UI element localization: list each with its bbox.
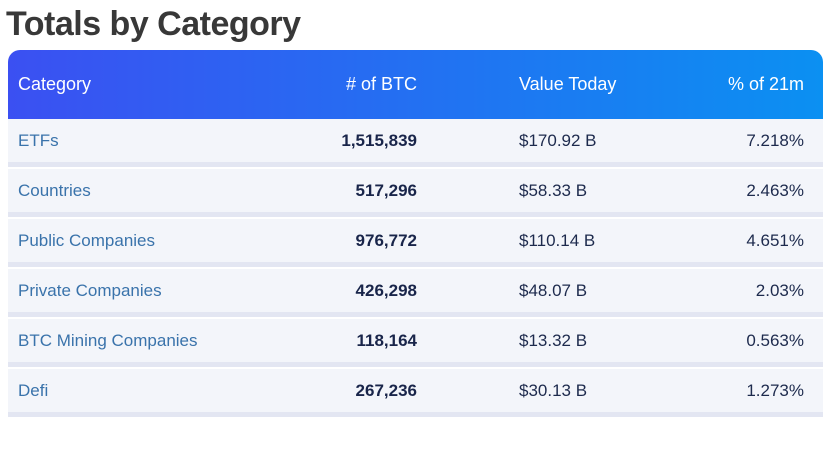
column-header-category: Category (18, 74, 92, 94)
table-row: Defi 267,236 $30.13 B 1.273% (8, 369, 823, 417)
column-header-pct-of-21m: % of 21m (727, 74, 804, 94)
value-today: $48.07 B (519, 280, 588, 300)
page-title: Totals by Category (6, 5, 301, 43)
pct-of-21m: 2.463% (746, 180, 804, 200)
btc-amount: 267,236 (355, 380, 417, 400)
category-link[interactable]: BTC Mining Companies (18, 330, 198, 350)
table-row: Public Companies 976,772 $110.14 B 4.651… (8, 219, 823, 267)
pct-of-21m: 4.651% (746, 230, 804, 250)
table-row: ETFs 1,515,839 $170.92 B 7.218% (8, 119, 823, 167)
value-today: $58.33 B (519, 180, 588, 200)
value-today: $110.14 B (519, 230, 596, 250)
pct-of-21m: 7.218% (746, 130, 804, 150)
category-link[interactable]: Countries (18, 180, 91, 200)
btc-amount: 517,296 (355, 180, 417, 200)
btc-amount: 426,298 (355, 280, 417, 300)
btc-amount: 118,164 (356, 330, 417, 350)
value-today: $13.32 B (519, 330, 588, 350)
table-row: Private Companies 426,298 $48.07 B 2.03% (8, 269, 823, 317)
table-row: BTC Mining Companies 118,164 $13.32 B 0.… (8, 319, 823, 367)
category-link[interactable]: Private Companies (18, 280, 162, 300)
category-link[interactable]: Public Companies (18, 230, 156, 250)
value-today: $30.13 B (519, 380, 588, 400)
value-today: $170.92 B (519, 130, 597, 150)
category-link[interactable]: Defi (18, 380, 49, 400)
column-header-value-today: Value Today (519, 74, 617, 94)
totals-by-category-table: Category # of BTC Value Today % of 21m E… (8, 50, 823, 417)
pct-of-21m: 0.563% (746, 330, 804, 350)
pct-of-21m: 2.03% (755, 280, 804, 300)
pct-of-21m: 1.273% (746, 380, 804, 400)
btc-amount: 1,515,839 (341, 130, 417, 150)
column-header-num-of-btc: # of BTC (345, 74, 417, 94)
btc-amount: 976,772 (355, 230, 417, 250)
table-header-row: Category # of BTC Value Today % of 21m (8, 50, 823, 119)
category-link[interactable]: ETFs (18, 130, 59, 150)
table-row: Countries 517,296 $58.33 B 2.463% (8, 169, 823, 217)
